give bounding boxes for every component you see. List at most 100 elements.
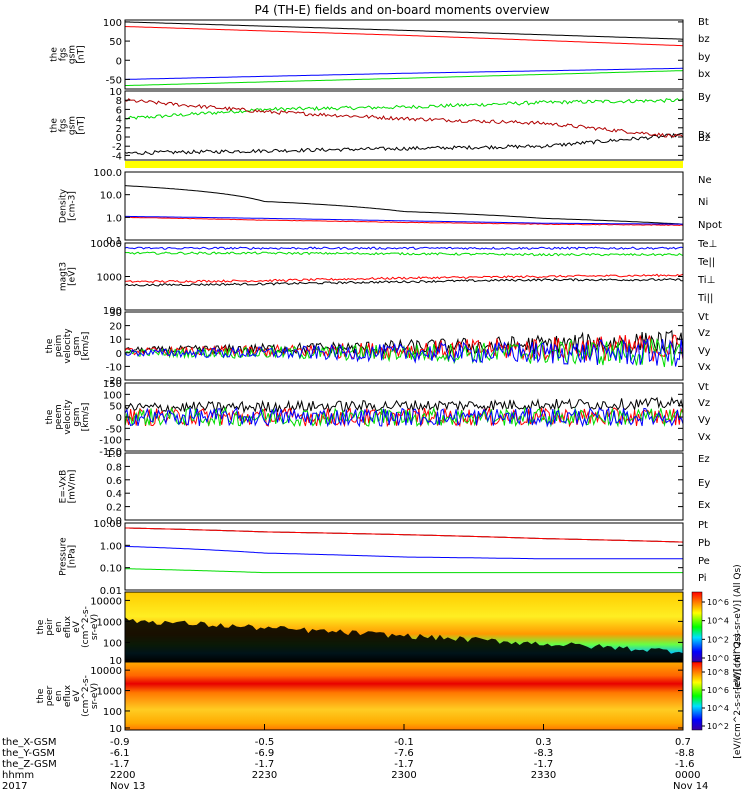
xaxis-row-label: the_Y-GSM [2, 748, 55, 759]
quality-flag-bar [125, 161, 683, 168]
ytick-label: 1.00 [100, 541, 122, 552]
panel-9-ylabel: en [54, 621, 64, 632]
series-Pi [125, 545, 683, 560]
ytick-label: 50 [109, 37, 122, 48]
ytick-label: -10 [106, 362, 122, 373]
panel-frame [124, 90, 684, 161]
ytick-label: 10000 [90, 666, 122, 677]
ytick-label: 2 [116, 124, 122, 135]
panel-6-ylabel: the [45, 409, 55, 424]
ytick-label: -4 [112, 151, 122, 162]
panel-9-ylabel: eflux [63, 615, 73, 638]
ytick-label: 1.0 [106, 213, 122, 224]
ytick-label: 0.0 [106, 516, 122, 527]
ytick-label: 10.00 [93, 519, 122, 530]
xaxis-value: -1.7 [534, 759, 554, 770]
legend-bz: bz [698, 34, 710, 45]
colorbar [691, 661, 703, 731]
ytick-label: -100 [99, 436, 122, 447]
figure-title: P4 (TH-E) fields and on-board moments ov… [254, 3, 549, 17]
ytick-label: 10.0 [100, 191, 122, 202]
ytick-label: 100 [103, 306, 122, 317]
panel-10: 10000 1000 100 10 the peer en eflux eV (cm^2-s-sr… [36, 633, 743, 758]
ytick-label: 6 [116, 105, 122, 116]
ytick-label: 0 [116, 349, 122, 360]
legend-Ez: Ez [698, 454, 710, 465]
panel-4-ylabel: magt3 [59, 262, 69, 291]
series-Bx [124, 132, 684, 156]
ytick-label: 0 [116, 133, 122, 144]
legend-Ni: Ni [698, 197, 708, 208]
series-Vy [124, 406, 684, 428]
panel-6-ylabel: peem [54, 404, 64, 430]
series-Ti⊥ [124, 246, 684, 251]
colorbar-tick-label: 10^0 [707, 654, 729, 663]
series-Te⊥ [124, 273, 684, 284]
legend-by: by [698, 52, 710, 63]
ytick-label: 10000 [90, 596, 122, 607]
spectrogram-dark-region [125, 617, 683, 662]
xaxis-value: -1.7 [255, 759, 275, 770]
legend-Vy: Vy [698, 415, 711, 426]
panel-1: 100 50 0 -50 the fgs gsm [nT] Bt bz by bx [50, 17, 710, 90]
colorbar [691, 591, 703, 663]
ytick-label: -50 [106, 75, 122, 86]
colorbar-tick-label: 10^2 [707, 635, 729, 644]
panel-5-ylabel: gsm [72, 336, 82, 355]
ytick-label: 1000 [97, 617, 122, 628]
legend-Pe: Pe [698, 556, 710, 567]
xaxis-row-label: 2017 [2, 781, 27, 792]
ytick-label: 100 [103, 638, 122, 649]
panel-7: 1.0 0.8 0.6 0.4 0.2 0.0 E=-VxB [mV/m] Ez Ey Ex [59, 449, 711, 527]
legend-Te⊥: Te⊥ [697, 239, 717, 250]
ytick-label: 50 [109, 402, 122, 413]
panel-6-ylabel: [km/s] [81, 403, 91, 432]
panel-9-ylabel: the [36, 619, 46, 634]
xaxis-value: -8.8 [675, 748, 695, 759]
panel-9-ylabel: peir [45, 618, 55, 636]
panel-1-ylabel: fgs [59, 47, 69, 61]
panel-frame [124, 311, 684, 381]
panel-2-ylabel: gsm [68, 116, 78, 135]
panel-10-ylabel: eV [72, 689, 82, 702]
panel-10-ylabel: (cm^2-s- [81, 675, 91, 717]
xaxis-value: 2330 [531, 770, 556, 781]
legend-By: By [698, 92, 711, 103]
xaxis-value: 2300 [391, 770, 416, 781]
panel-1-ylabel: gsm [68, 45, 78, 64]
ytick-label: 30 [109, 308, 122, 319]
ytick-label: -50 [106, 424, 122, 435]
series-bx [125, 67, 683, 80]
legend-Pt: Pt [698, 520, 708, 531]
panel-4: 10000 1000 100 magt3 [eV] Te⊥ Te|| Ti⊥ Ti|| [59, 239, 718, 317]
panel-5-ylabel: peim [54, 335, 64, 358]
colorbar-tick-label: 10^6 [707, 686, 729, 695]
legend-Ne: Ne [698, 175, 712, 186]
panel-8-ylabel: Pressure [59, 537, 69, 576]
xaxis-value: 0000 [675, 770, 700, 781]
legend-Ti||: Ti|| [697, 293, 713, 304]
panel-5-ylabel: the [45, 338, 55, 353]
xaxis-value: -0.9 [110, 737, 130, 748]
ytick-label: -2 [112, 142, 122, 153]
ytick-label: 100 [103, 18, 122, 29]
colorbar-tick-label: 10^8 [707, 668, 729, 677]
xaxis-value: -1.6 [675, 759, 695, 770]
legend-Vt: Vt [698, 382, 709, 393]
panel-2-ylabel: fgs [59, 118, 69, 132]
ytick-label: 100 [103, 707, 122, 718]
panel-8: 10.00 1.00 0.10 0.01 Pressure [nPa] Pt Pb Pe Pi [59, 519, 711, 597]
panel-4-ylabel: [eV] [68, 267, 78, 286]
ytick-label: 0.2 [106, 503, 122, 514]
legend-Vz: Vz [698, 398, 710, 409]
ytick-label: 1000 [97, 687, 122, 698]
panel-frame [124, 19, 684, 90]
legend-Ey: Ey [698, 478, 710, 489]
panel-1-ylabel: [nT] [77, 45, 87, 63]
colorbar-label: [eV/(cm^2-s-sr-eV)] (All Qs) [733, 633, 743, 758]
ytick-label: 10 [109, 724, 122, 735]
series-Ne [124, 216, 684, 227]
